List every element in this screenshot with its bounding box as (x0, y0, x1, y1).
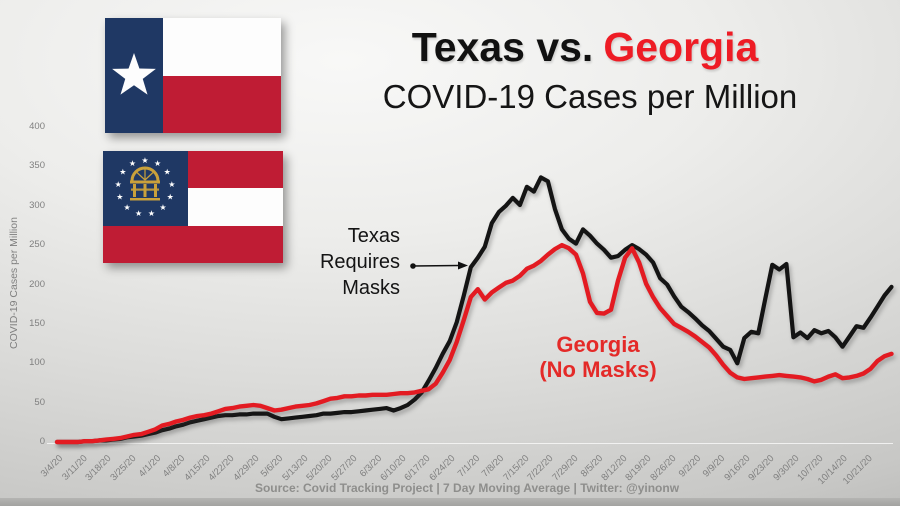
x-tick-label: 10/21/20 (840, 453, 875, 487)
slide-bottom-edge (0, 498, 900, 506)
georgia-annotation-line: Georgia (556, 332, 640, 357)
texas-annotation-line: Masks (342, 277, 400, 299)
texas-flag-red-stripe (163, 76, 281, 133)
svg-text:★: ★ (119, 168, 126, 177)
y-tick-label: 200 (29, 278, 45, 290)
y-tick-label: 300 (29, 199, 45, 211)
georgia-arch-emblem (130, 166, 160, 201)
svg-text:★: ★ (168, 180, 175, 189)
texas-annotation-line: Texas (347, 225, 400, 247)
svg-text:★: ★ (141, 156, 148, 165)
y-tick-label: 400 (29, 121, 45, 132)
svg-text:★: ★ (154, 159, 161, 168)
svg-text:★: ★ (124, 203, 131, 212)
annotation-arrow-icon (410, 261, 468, 270)
y-tick-label: 150 (29, 317, 45, 329)
svg-text:★: ★ (135, 209, 142, 218)
source-footer: Source: Covid Tracking Project | 7 Day M… (254, 481, 680, 495)
texas-flag-image (105, 18, 281, 133)
y-tick-label: 100 (29, 357, 45, 369)
svg-text:★: ★ (159, 203, 166, 212)
svg-text:★: ★ (115, 180, 122, 189)
svg-text:★: ★ (167, 193, 174, 202)
svg-text:★: ★ (129, 159, 136, 168)
texas-annotation: Texas Requires Masks (300, 223, 400, 301)
georgia-annotation: Georgia (No Masks) (523, 332, 673, 382)
title-black: Texas vs. (411, 24, 594, 70)
subtitle: COVID-19 Cases per Million (382, 78, 798, 115)
svg-text:★: ★ (148, 209, 155, 218)
georgia-seal-icon: ★ ★ ★★ ★★ ★★ ★★ ★★ ★ (103, 151, 188, 226)
texas-flag-white-stripe (163, 18, 281, 76)
y-tick-label: 250 (29, 239, 45, 251)
y-tick-label: 0 (39, 436, 45, 447)
page-title: Texas vs. Georgia (270, 24, 900, 71)
georgia-series-line (54, 242, 894, 445)
texas-annotation-line: Requires (319, 251, 400, 273)
georgia-annotation-line: (No Masks) (539, 357, 657, 382)
y-tick-label: 50 (34, 396, 45, 408)
title-red: Georgia (603, 24, 759, 70)
georgia-flag-bottom-red-stripe (103, 226, 283, 263)
georgia-flag-image: ★ ★ ★ ★ ★ ★ ★ ★ ★ ★ ★ ★ ★ (103, 151, 283, 263)
texas-star-icon (112, 53, 156, 95)
svg-text:★: ★ (116, 193, 123, 202)
y-tick-label: 350 (29, 160, 45, 172)
svg-text:★: ★ (164, 168, 171, 177)
